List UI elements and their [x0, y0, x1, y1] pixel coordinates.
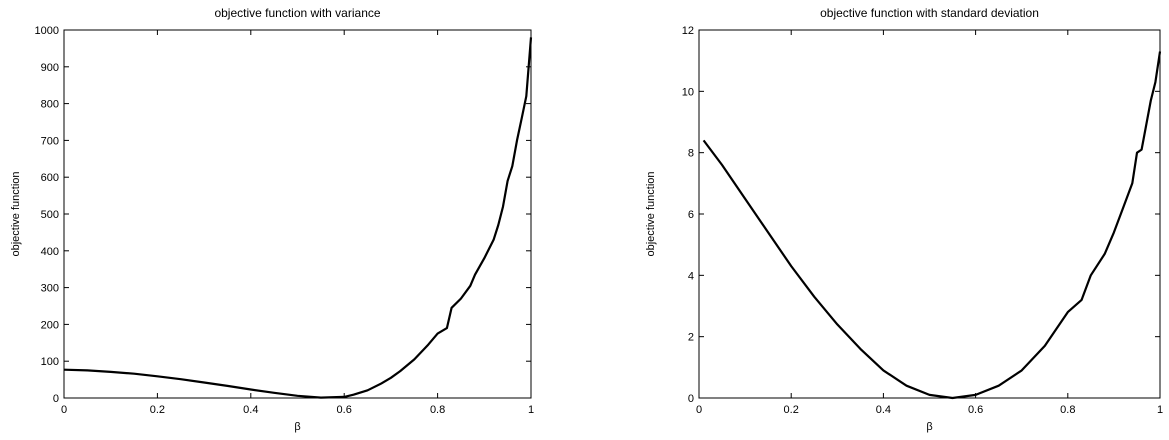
chart-1: objective function with variance 0 0.2 0.4 0…: [10, 6, 534, 433]
x-tick-label: 1: [528, 404, 534, 416]
x-axis-label: β: [294, 421, 300, 433]
x-tick-label: 0.4: [876, 404, 891, 416]
y-axis-label: objective function: [10, 172, 22, 257]
y-tick-label: 2: [688, 332, 694, 344]
y-tick-label: 600: [41, 172, 59, 184]
x-tick-label: 0.6: [968, 404, 983, 416]
x-tick-label: 1: [1157, 404, 1163, 416]
series-line: [63, 37, 533, 399]
x-tick-label: 0.8: [1060, 404, 1075, 416]
x-tick-label: 0.8: [430, 404, 445, 416]
x-tick-label: 0: [696, 404, 702, 416]
x-tick-label: 0.4: [243, 404, 258, 416]
x-tick-label: 0: [61, 404, 67, 416]
x-tick-label: 0.6: [337, 404, 352, 416]
y-tick-label: 0: [688, 393, 694, 405]
y-tick-label: 300: [41, 283, 59, 295]
series-line: [702, 51, 1162, 400]
y-tick-label: 800: [41, 99, 59, 111]
chart-2: objective function with standard deviati…: [645, 6, 1163, 433]
y-tick-label: 0: [53, 393, 59, 405]
x-tick-label: 0.2: [150, 404, 165, 416]
y-tick-label: 700: [41, 135, 59, 147]
y-tick-label: 4: [688, 270, 694, 282]
y-tick-label: 200: [41, 319, 59, 331]
chart-title: objective function with standard deviati…: [820, 6, 1039, 20]
y-axis-label: objective function: [645, 172, 657, 257]
y-tick-label: 1000: [35, 25, 59, 37]
y-tick-label: 6: [688, 209, 694, 221]
y-tick-label: 10: [682, 86, 694, 98]
y-tick-label: 500: [41, 209, 59, 221]
plot-frame: [63, 29, 532, 399]
y-tick-label: 100: [41, 356, 59, 368]
x-axis-label: β: [926, 421, 932, 433]
y-tick-label: 8: [688, 148, 694, 160]
y-tick-label: 12: [682, 25, 694, 37]
y-tick-label: 900: [41, 62, 59, 74]
chart-title: objective function with variance: [214, 6, 380, 20]
plot-frame: [698, 29, 1161, 399]
x-tick-label: 0.2: [784, 404, 799, 416]
y-tick-label: 400: [41, 246, 59, 258]
